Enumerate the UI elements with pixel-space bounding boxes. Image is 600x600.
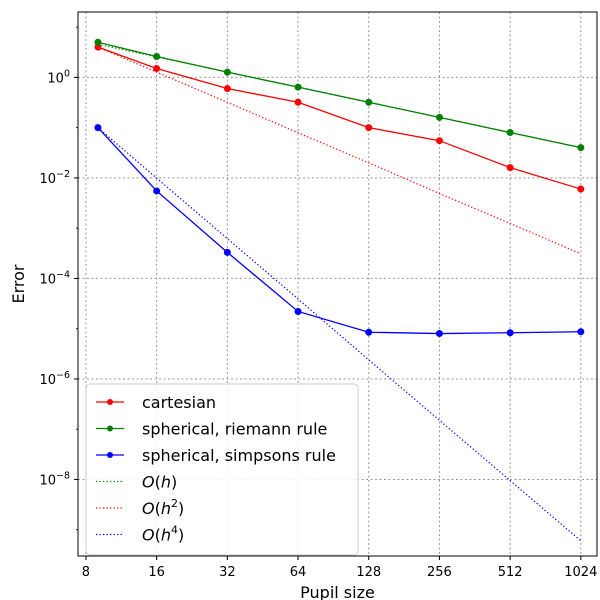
y-tick-base: 10	[47, 71, 64, 86]
legend-item: spherical, simpsons rule	[96, 446, 336, 465]
x-tick-label: 512	[498, 565, 523, 580]
x-tick-label: 32	[219, 565, 236, 580]
legend: cartesian spherical, riemann rule spherica…	[85, 383, 359, 556]
y-tick-exponent: −2	[56, 169, 70, 180]
legend-marker	[107, 399, 113, 405]
y-tick-label: 10−4	[39, 269, 70, 287]
legend-label-o: O	[142, 526, 155, 545]
series-o-h-2-	[97, 46, 582, 255]
x-axis-ticks: 8 16 32 64 128 256 512 1024	[82, 556, 597, 580]
data-point	[435, 113, 443, 121]
legend-label-paren: (	[155, 473, 161, 492]
legend-marker	[107, 425, 113, 432]
series-line	[97, 46, 582, 190]
plot-series	[94, 38, 585, 542]
y-tick-base: 10	[39, 272, 56, 287]
y-tick-exponent: −4	[56, 269, 70, 280]
legend-label-o: O	[142, 499, 155, 518]
legend-label-paren: )	[178, 526, 184, 545]
x-tick-label: 16	[148, 565, 165, 580]
legend-label-exponent: 4	[171, 524, 178, 537]
legend-item: O(h)	[96, 473, 177, 492]
y-tick-label: 10−6	[39, 370, 70, 388]
legend-label: spherical, riemann rule	[142, 420, 327, 439]
legend-label: cartesian	[142, 393, 216, 412]
y-tick-label: 10−2	[39, 169, 70, 187]
x-tick-label: 256	[427, 565, 452, 580]
data-point	[577, 185, 585, 193]
series-line	[97, 41, 581, 149]
legend-label-paren: (	[155, 526, 161, 545]
data-point	[577, 328, 585, 336]
data-point	[94, 124, 102, 132]
legend-label-h: h	[161, 526, 171, 545]
plot-area-frame	[77, 11, 598, 557]
y-axis-label: Error	[9, 264, 28, 303]
y-tick-label: 10−8	[39, 470, 70, 488]
legend-label-h: h	[161, 499, 171, 518]
data-point	[223, 85, 231, 93]
y-tick-base: 10	[39, 473, 56, 488]
legend-box	[85, 383, 359, 556]
legend-item: cartesian	[96, 393, 216, 412]
data-point	[223, 68, 231, 76]
y-tick-base: 10	[39, 172, 56, 187]
x-tick-label: 8	[82, 565, 90, 580]
y-tick-exponent: 0	[64, 68, 70, 79]
data-point	[435, 137, 443, 145]
legend-label-paren: (	[155, 499, 161, 518]
y-tick-label: 100	[47, 68, 70, 86]
x-tick-label: 128	[356, 565, 381, 580]
legend-label-paren: )	[178, 499, 184, 518]
data-point	[506, 164, 514, 172]
data-point	[365, 124, 373, 132]
x-axis-label: Pupil size	[300, 583, 375, 600]
legend-label: O(h2)	[142, 497, 184, 518]
legend-label: spherical, simpsons rule	[142, 446, 336, 465]
y-tick-exponent: −6	[56, 370, 70, 381]
data-point	[506, 329, 514, 337]
legend-label: O(h)	[142, 473, 177, 492]
y-tick-exponent: −8	[56, 470, 70, 481]
data-point	[365, 328, 373, 336]
legend-label-o: O	[142, 473, 155, 492]
data-point	[153, 187, 161, 195]
series-spherical-riemann-rule	[94, 38, 585, 152]
data-point	[153, 53, 161, 61]
legend-label-h: h	[161, 473, 171, 492]
legend-label-paren: )	[171, 473, 177, 492]
x-tick-label: 1024	[564, 565, 597, 580]
y-tick-base: 10	[39, 373, 56, 388]
data-point	[577, 144, 585, 152]
series-spherical-simpsons-rule	[94, 124, 585, 338]
legend-marker	[107, 452, 113, 458]
series-line	[97, 46, 582, 255]
data-point	[223, 248, 231, 256]
x-tick-label: 64	[290, 565, 307, 580]
legend-item: spherical, riemann rule	[96, 420, 327, 439]
data-point	[435, 330, 443, 338]
data-point	[153, 65, 161, 73]
data-point	[506, 129, 514, 137]
data-point	[94, 38, 102, 46]
data-point	[294, 307, 302, 315]
data-point	[294, 98, 302, 106]
legend-item: O(h4)	[96, 524, 184, 545]
legend-label-exponent: 2	[171, 497, 178, 510]
legend-item: O(h2)	[96, 497, 184, 518]
data-point	[365, 98, 373, 106]
legend-label: O(h4)	[142, 524, 184, 545]
data-point	[294, 83, 302, 91]
series-line	[97, 127, 581, 335]
